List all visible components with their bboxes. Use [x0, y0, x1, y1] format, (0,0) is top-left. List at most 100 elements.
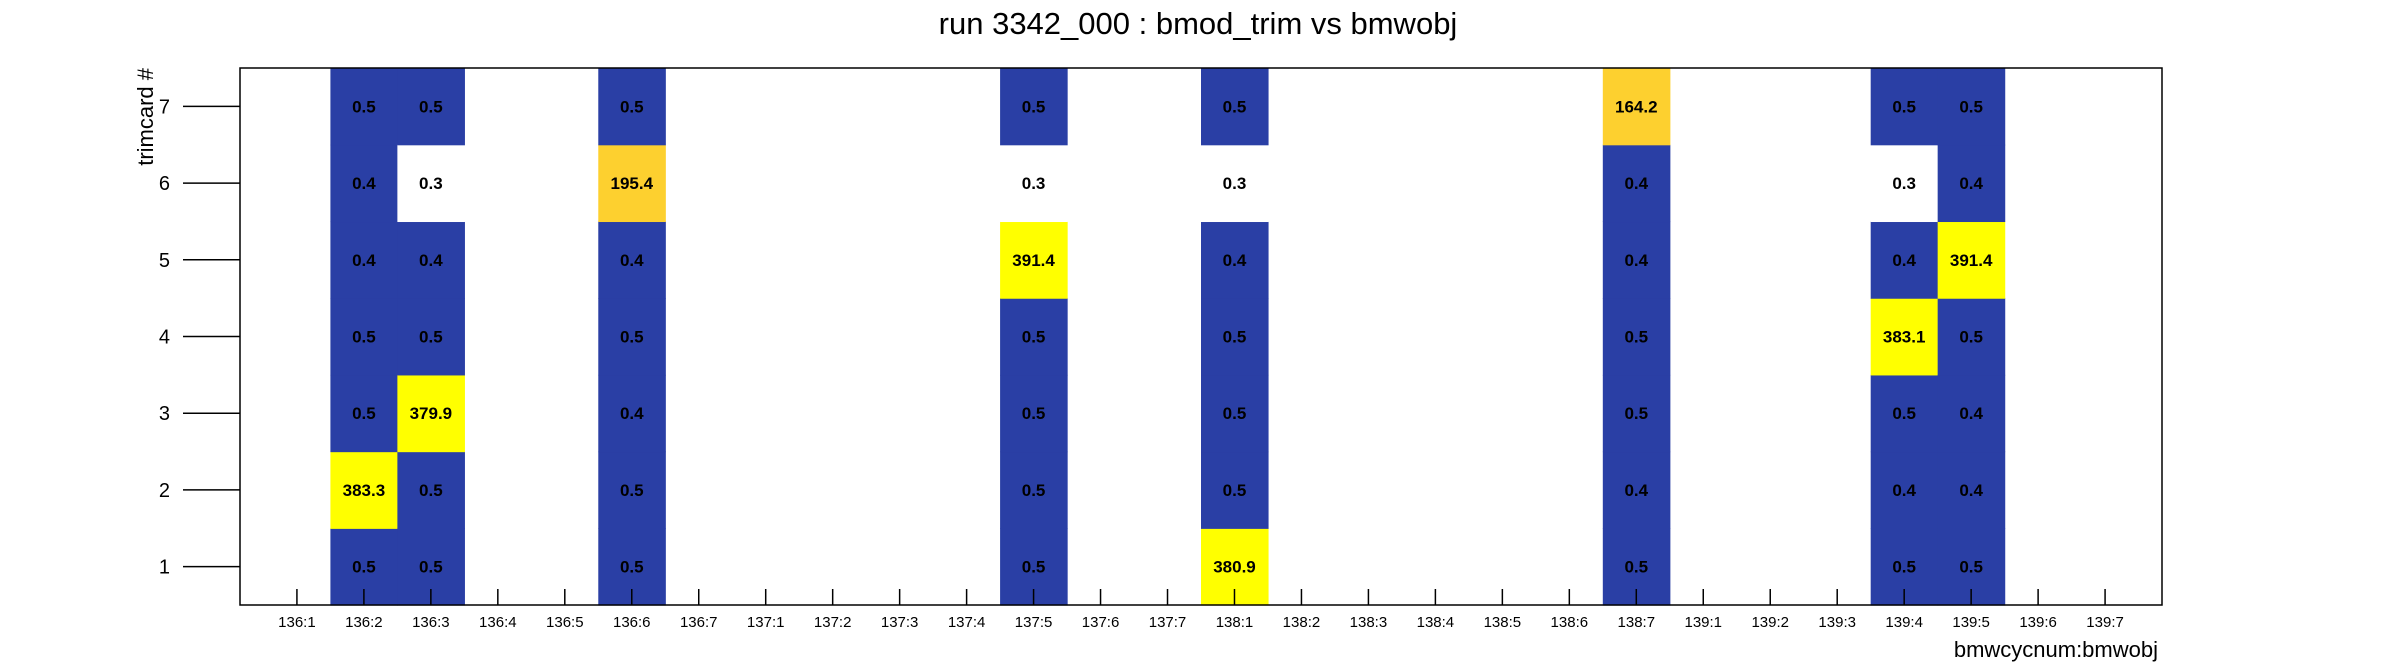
cell-value-label: 0.5: [419, 558, 443, 577]
heatmap-cell: [397, 144, 465, 223]
cell-value-label: 0.4: [1624, 174, 1648, 193]
heatmap-cell: [397, 298, 465, 376]
heatmap-cell: [1000, 374, 1068, 453]
cell-value-label: 383.1: [1883, 328, 1926, 347]
cell-value-label: 0.5: [620, 481, 644, 500]
cell-value-label: 0.4: [1959, 404, 1983, 423]
heatmap-cell: [598, 451, 666, 529]
cell-value-label: 0.4: [1892, 481, 1916, 500]
cell-value-label: 0.5: [1959, 97, 1983, 116]
y-tick-label: 7: [159, 96, 170, 118]
cell-value-label: 0.5: [1223, 328, 1247, 347]
heatmap-cell: [1937, 451, 2006, 529]
cell-value-label: 383.3: [343, 481, 386, 500]
heatmap-cells: [330, 68, 2006, 606]
y-axis-title: trimcard #: [133, 67, 158, 166]
heatmap-cell: [1870, 221, 1939, 299]
x-tick-label: 139:6: [2019, 614, 2057, 631]
heatmap-cell: [397, 221, 465, 299]
cell-value-label: 0.5: [419, 97, 443, 116]
heatmap-cell: [330, 451, 398, 529]
x-tick-label: 136:4: [479, 614, 517, 631]
heatmap-cell: [1201, 451, 1269, 529]
cell-value-label: 0.5: [1223, 481, 1247, 500]
cell-value-label: 0.5: [352, 558, 376, 577]
x-tick-label: 139:5: [1952, 614, 1990, 631]
x-tick-label: 139:3: [1818, 614, 1856, 631]
x-tick-label: 138:6: [1551, 614, 1589, 631]
cell-value-label: 0.5: [352, 328, 376, 347]
heatmap-cell: [1201, 68, 1269, 146]
cell-value-label: 0.5: [1624, 328, 1648, 347]
cell-value-label: 0.5: [1223, 404, 1247, 423]
heatmap-cell: [598, 221, 666, 299]
cell-value-label: 0.5: [1892, 558, 1916, 577]
cell-value-label: 0.4: [1624, 251, 1648, 270]
cell-value-label: 0.5: [1022, 558, 1046, 577]
cell-value-label: 0.5: [352, 97, 376, 116]
x-tick-label: 136:1: [278, 614, 316, 631]
heatmap-cell: [598, 68, 666, 146]
cell-value-label: 0.3: [1223, 174, 1247, 193]
cell-value-label: 0.4: [1959, 174, 1983, 193]
heatmap-cell: [1870, 68, 1939, 146]
x-tick-label: 136:3: [412, 614, 450, 631]
x-tick-label: 137:7: [1149, 614, 1187, 631]
x-tick-label: 139:1: [1684, 614, 1722, 631]
heatmap-cell: [598, 144, 666, 223]
heatmap-cell: [1937, 374, 2006, 453]
y-tick-label: 2: [159, 480, 170, 502]
heatmap-cell: [397, 68, 465, 146]
y-tick-label: 5: [159, 250, 170, 272]
cell-value-label: 0.4: [1624, 481, 1648, 500]
cell-labels: 0.5 383.3 0.5 0.5 0.4 0.4 0.5 0.5 0.5 379.9 0.5 0.4…: [343, 97, 1993, 576]
heatmap-cell: [1201, 221, 1269, 299]
cell-value-label: 0.4: [1892, 251, 1916, 270]
cell-value-label: 0.4: [352, 174, 376, 193]
cell-value-label: 0.5: [419, 481, 443, 500]
cell-value-label: 0.4: [620, 404, 644, 423]
cell-value-label: 164.2: [1615, 97, 1658, 116]
heatmap-cell: [1937, 298, 2006, 376]
heatmap-cell: [330, 298, 398, 376]
x-tick-label: 138:2: [1283, 614, 1321, 631]
x-tick-label: 136:5: [546, 614, 584, 631]
heatmap-cell: [1000, 144, 1068, 223]
heatmap-cell: [330, 68, 398, 146]
heatmap-cell: [1201, 374, 1269, 453]
heatmap-cell: [1000, 451, 1068, 529]
heatmap-cell: [1870, 374, 1939, 453]
heatmap-cell: [1602, 144, 1671, 223]
heatmap-cell: [1201, 298, 1269, 376]
cell-value-label: 379.9: [410, 404, 453, 423]
cell-value-label: 391.4: [1012, 251, 1055, 270]
heatmap-cell: [1602, 68, 1671, 146]
x-tick-label: 137:6: [1082, 614, 1120, 631]
y-tick-label: 3: [159, 403, 170, 425]
x-axis: 136:1 136:2 136:3 136:4 136:5 136:6 136:7 137:1…: [278, 589, 2124, 631]
cell-value-label: 0.5: [1624, 558, 1648, 577]
x-tick-label: 138:7: [1618, 614, 1656, 631]
heatmap-cell: [397, 374, 465, 453]
y-tick-label: 6: [159, 173, 170, 195]
heatmap-cell: [1602, 374, 1671, 453]
heatmap-cell: [1602, 298, 1671, 376]
y-tick-label: 1: [159, 557, 170, 579]
heatmap-cell: [1000, 298, 1068, 376]
x-axis-title: bmwcycnum:bmwobj: [1954, 637, 2158, 662]
x-tick-label: 139:4: [1885, 614, 1923, 631]
x-tick-label: 137:2: [814, 614, 852, 631]
heatmap-cell: [1937, 221, 2006, 299]
chart-title: run 3342_000 : bmod_trim vs bmwobj: [939, 6, 1458, 41]
heatmap-cell: [397, 451, 465, 529]
heatmap-cell: [1602, 221, 1671, 299]
heatmap-cell: [598, 374, 666, 453]
heatmap-cell: [330, 374, 398, 453]
cell-value-label: 380.9: [1213, 558, 1256, 577]
x-tick-label: 138:4: [1417, 614, 1455, 631]
x-tick-label: 139:2: [1751, 614, 1789, 631]
x-tick-label: 138:3: [1350, 614, 1388, 631]
cell-value-label: 0.4: [352, 251, 376, 270]
cell-value-label: 0.3: [1022, 174, 1046, 193]
